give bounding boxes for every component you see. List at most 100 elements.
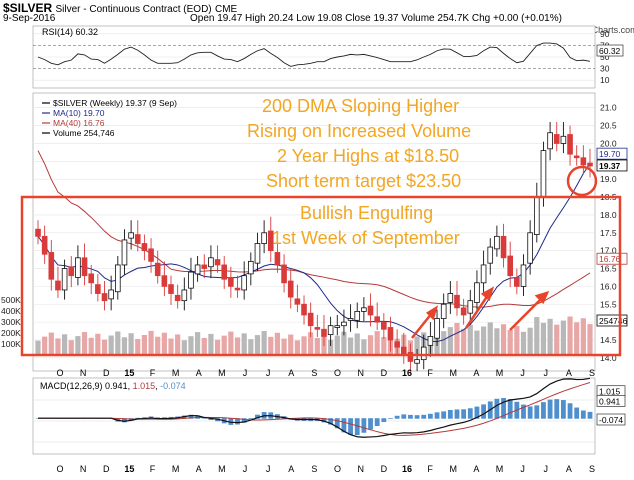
- price-tick-label: 16.0: [600, 281, 617, 291]
- candle-body: [394, 341, 400, 348]
- volume-bar: [480, 326, 487, 355]
- volume-tick-label: 100K: [1, 339, 21, 349]
- candle-body: [400, 346, 407, 355]
- macd-signal-line: [38, 382, 591, 436]
- candle-body: [527, 232, 533, 264]
- macd-histogram-bar: [461, 409, 467, 419]
- macd-histogram-bar: [447, 409, 453, 419]
- volume-bar: [461, 328, 467, 355]
- annotation-5: Bullish Engulfing: [300, 203, 434, 223]
- candle-body: [101, 293, 108, 302]
- macd-histogram-bar: [381, 418, 387, 423]
- candle-body: [341, 321, 347, 327]
- rsi-tick-label: 90: [600, 29, 610, 39]
- volume-bar: [254, 335, 261, 355]
- volume-bar: [341, 331, 347, 355]
- chart-symbol-line: $SILVER Silver - Continuous Contract (EO…: [3, 1, 237, 15]
- chart-date: 9-Sep-2016: [3, 13, 56, 24]
- price-tick-label: 21.0: [600, 103, 617, 113]
- x-axis-label-middle: O: [56, 368, 63, 378]
- annotation-1: 200 DMA Sloping Higher: [262, 96, 460, 116]
- macd-histogram-bar: [394, 415, 400, 419]
- candle-body: [234, 287, 241, 291]
- candle-body: [580, 157, 587, 166]
- macd-histogram-bar: [434, 412, 440, 419]
- candle-body: [75, 257, 81, 278]
- candle-body: [287, 280, 294, 298]
- x-axis-label-middle: A: [566, 368, 572, 378]
- macd-histogram-bar: [587, 411, 593, 419]
- ohlc-summary: Open 19.47 High 20.24 Low 19.08 Close 19…: [190, 13, 562, 24]
- candle-body: [241, 275, 247, 291]
- macd-tag-box: [596, 395, 626, 407]
- rsi-tick-label: 10: [600, 75, 610, 85]
- volume-bar: [347, 337, 354, 355]
- macd-histogram-bar: [454, 409, 460, 419]
- x-axis-label: M: [218, 464, 226, 474]
- price-tag: 16.76: [596, 252, 628, 265]
- x-axis-label-middle: N: [80, 368, 87, 378]
- macd-histogram-bar: [368, 418, 373, 430]
- volume-bar: [447, 327, 453, 355]
- volume-bar: [248, 339, 254, 355]
- candle-body: [168, 284, 174, 294]
- macd-histogram-bar: [341, 418, 347, 433]
- macd-histogram-bar: [248, 418, 254, 420]
- x-axis-label: A: [473, 464, 479, 474]
- rsi-tick-label: 50: [600, 52, 610, 62]
- volume-bar: [115, 331, 121, 355]
- macd-histogram-bar: [534, 405, 540, 419]
- candle-body: [68, 266, 75, 277]
- volume-bar: [328, 339, 334, 355]
- volume-bar: [195, 332, 201, 355]
- x-axis-label-middle: J: [243, 368, 248, 378]
- x-axis-label: J: [266, 464, 271, 474]
- volume-bar: [547, 318, 553, 355]
- candle-body: [553, 134, 560, 144]
- price-tag-box: [596, 314, 628, 327]
- price-tick-label: 15.5: [600, 299, 617, 309]
- rsi-label: RSI(14) 60.32: [42, 27, 98, 37]
- candle-body: [115, 264, 121, 293]
- price-tick-label: 16.5: [600, 264, 617, 274]
- price-tick-label: 19.0: [600, 174, 617, 184]
- exchange: CME: [214, 4, 238, 15]
- price-tick-label: 17.0: [600, 246, 617, 256]
- ma10-line: [37, 163, 591, 343]
- price-tick-label: 14.5: [600, 335, 617, 345]
- macd-histogram-bar: [122, 418, 127, 423]
- volume-bar: [88, 337, 94, 355]
- candle-body: [281, 264, 287, 284]
- x-axis-label: F: [150, 464, 156, 474]
- x-axis-label: S: [311, 464, 317, 474]
- price-tick-label: 20.5: [600, 121, 617, 131]
- macd-histogram-bar: [580, 410, 586, 419]
- volume-bar: [228, 331, 234, 355]
- x-axis-label-middle: A: [196, 368, 202, 378]
- candle-body: [61, 268, 68, 291]
- macd-tag: -0.074: [596, 413, 626, 426]
- candle-body: [507, 255, 513, 277]
- legend-entry: $SILVER (Weekly) 19.37 (9 Sep): [53, 98, 177, 108]
- candle-body: [194, 264, 201, 275]
- x-axis-label-middle: F: [150, 368, 156, 378]
- candle-body: [201, 264, 208, 269]
- candle-body: [427, 336, 434, 346]
- volume-bar: [281, 338, 287, 355]
- macd-histogram-bar: [527, 406, 533, 419]
- candle-body: [407, 352, 414, 362]
- volume-bar: [441, 331, 447, 355]
- price-tick-label: 14.0: [600, 353, 617, 363]
- macd-histogram-bar: [354, 418, 360, 436]
- rsi-line: [37, 42, 591, 67]
- macd-histogram-bar: [427, 413, 433, 419]
- candle-body: [520, 264, 527, 287]
- x-axis-label: M: [449, 464, 457, 474]
- macd-histogram-bar: [560, 400, 566, 419]
- macd-histogram-bar: [374, 418, 380, 427]
- candle-body: [35, 228, 41, 237]
- x-axis-label-middle: M: [172, 368, 180, 378]
- candle-body: [248, 260, 254, 275]
